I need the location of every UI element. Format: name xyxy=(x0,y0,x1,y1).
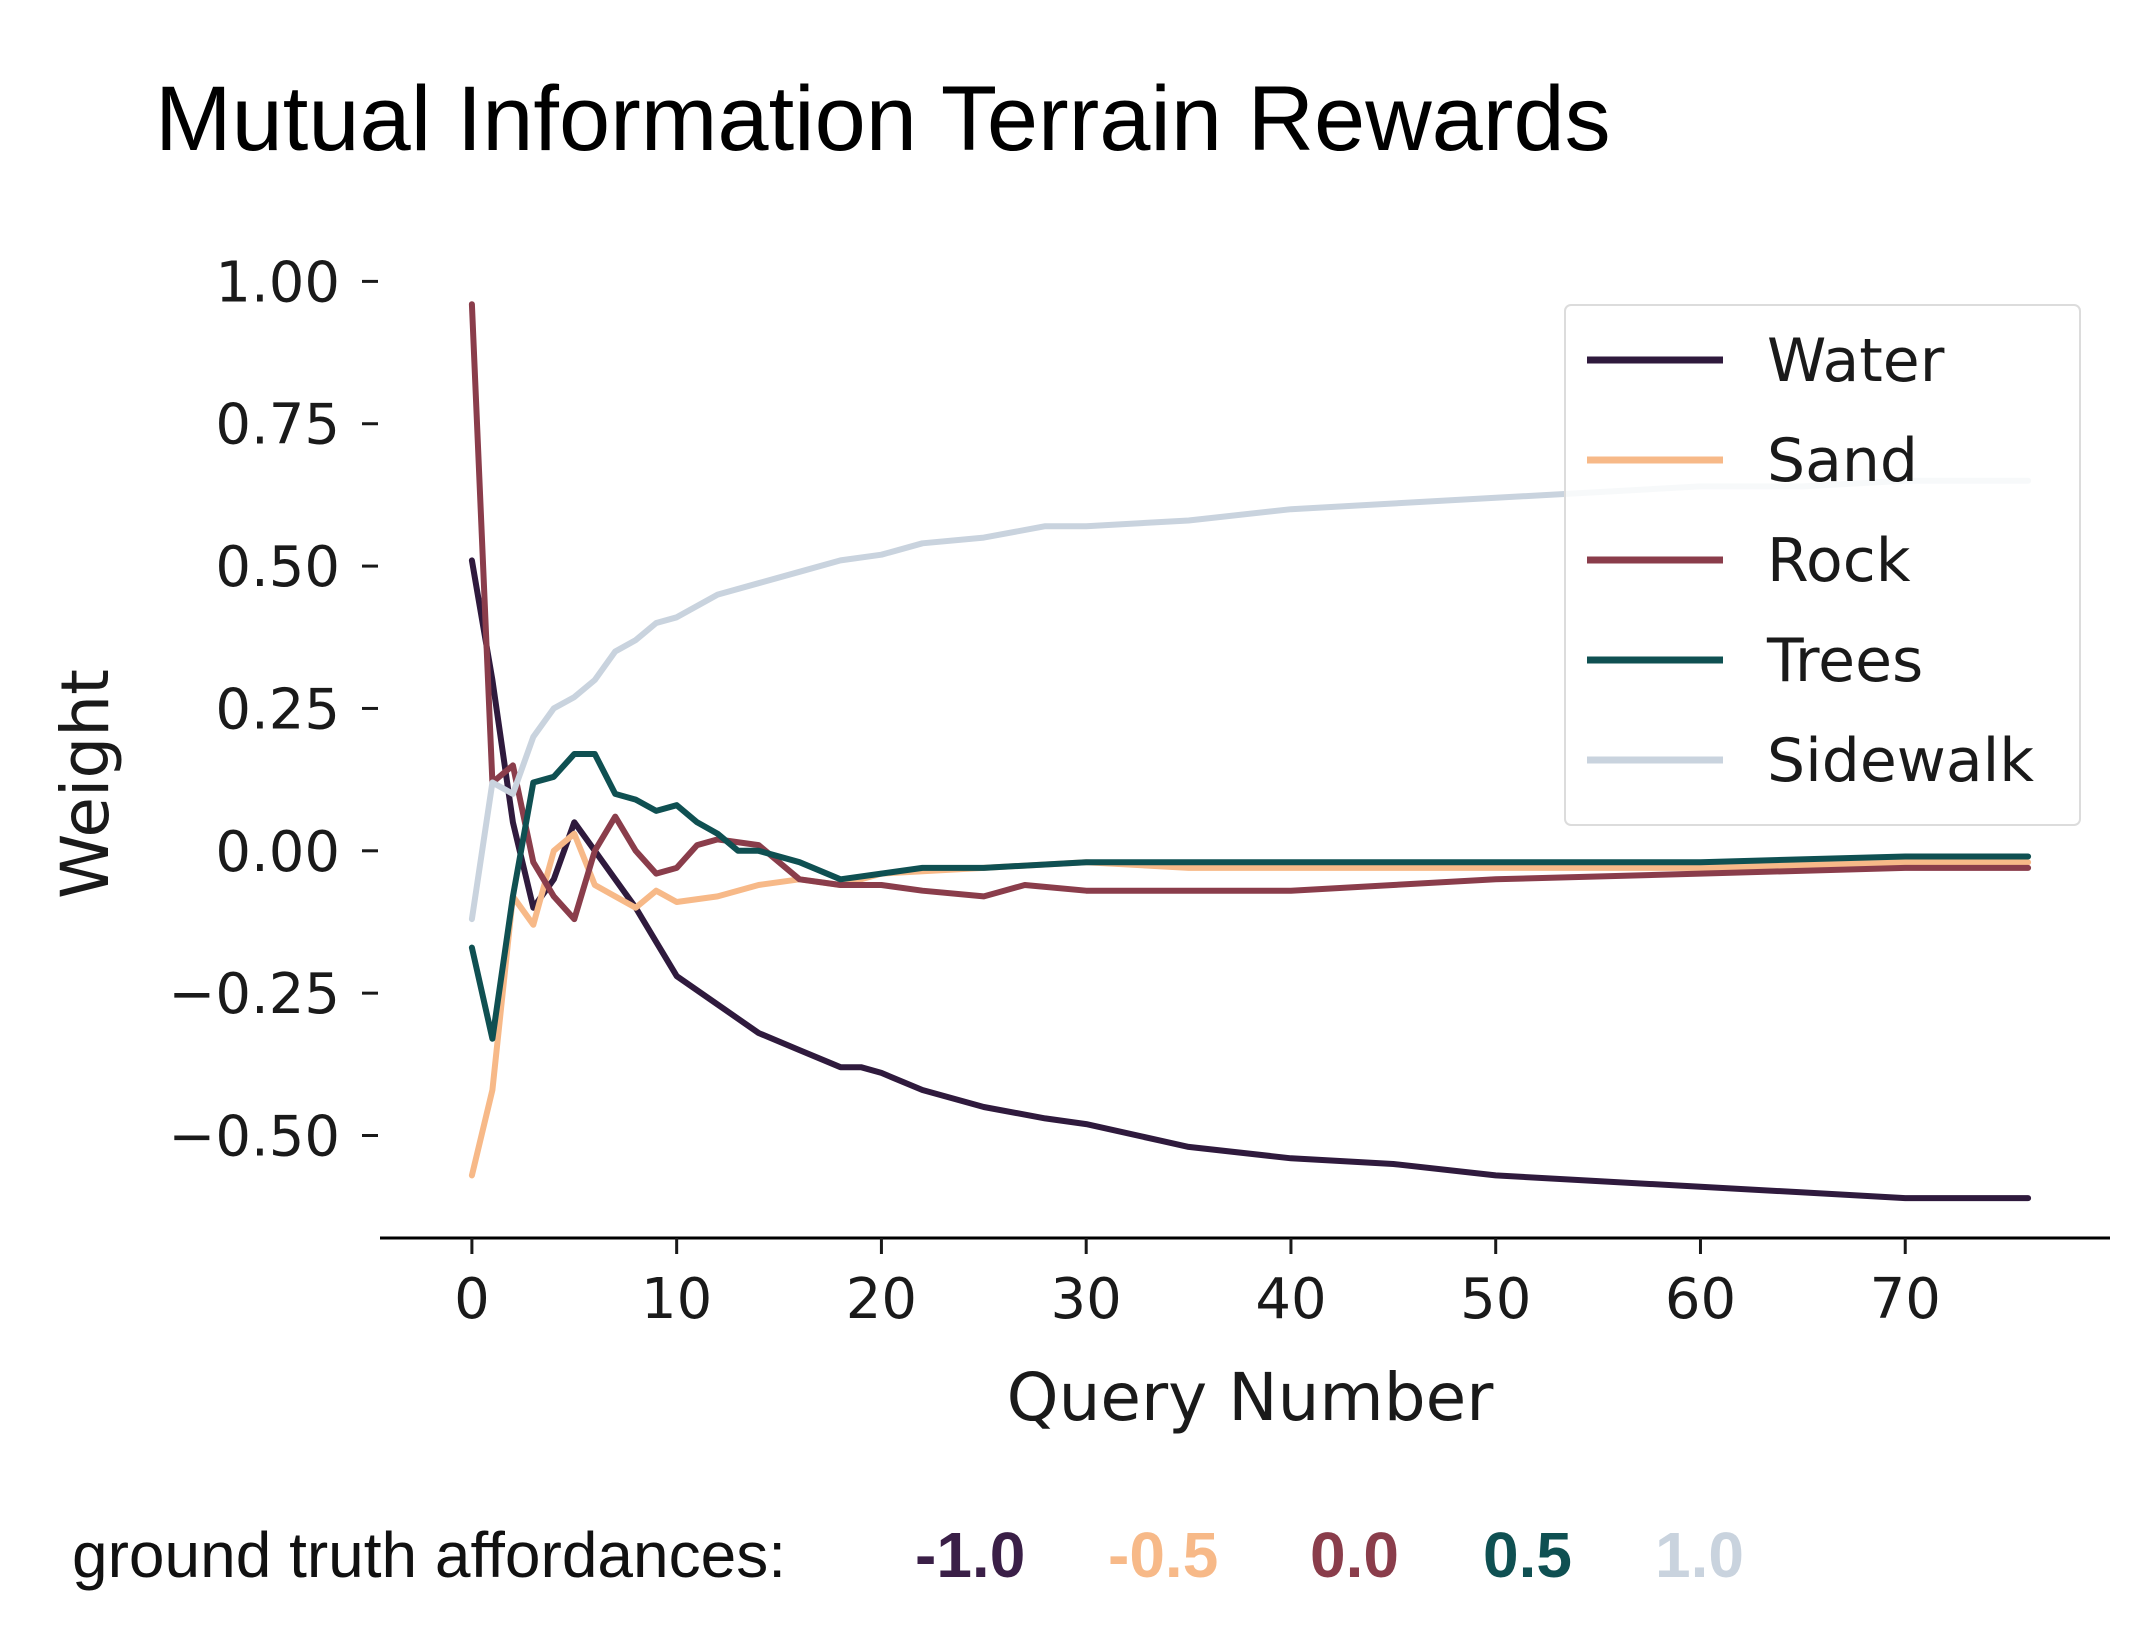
x-tick-label: 70 xyxy=(1870,1267,1941,1332)
x-tick-label: 60 xyxy=(1665,1267,1736,1332)
x-tick-label: 0 xyxy=(454,1267,490,1332)
series-lines xyxy=(468,301,2032,1202)
x-tick-label: 40 xyxy=(1255,1267,1326,1332)
x-tick-label: 10 xyxy=(641,1267,712,1332)
y-tick-label: −0.25 xyxy=(168,962,340,1027)
x-axis-label: Query Number xyxy=(1007,1359,1495,1436)
y-tick-label: −0.50 xyxy=(168,1105,340,1170)
y-tick-label: 0.50 xyxy=(215,535,340,600)
series-line-sidewalk xyxy=(468,477,2032,923)
legend-label-rock: Rock xyxy=(1767,526,1911,596)
footer-value: 1.0 xyxy=(1655,1519,1744,1591)
ground-truth-footer: ground truth affordances: -1.0 -0.5 0.0 0.5… xyxy=(72,1519,1744,1591)
legend-label-sand: Sand xyxy=(1767,426,1918,496)
y-tick-label: 0.25 xyxy=(215,677,340,742)
x-axis-ticks: 0 10 20 30 40 50 60 70 xyxy=(454,1238,1941,1332)
legend-frame xyxy=(1564,304,2081,826)
legend-label-trees: Trees xyxy=(1766,626,1923,696)
x-tick-label: 30 xyxy=(1051,1267,1122,1332)
y-tick-label: 1.00 xyxy=(215,250,340,315)
legend: Water Sand Rock Trees Sidewalk xyxy=(1564,304,2081,826)
x-tick-label: 50 xyxy=(1460,1267,1531,1332)
footer-value: -0.5 xyxy=(1108,1519,1218,1591)
chart-title: Mutual Information Terrain Rewards xyxy=(155,68,1611,170)
footer-value: -1.0 xyxy=(915,1519,1025,1591)
x-tick-label: 20 xyxy=(846,1267,917,1332)
series-line-water xyxy=(468,557,2032,1202)
y-tick-label: 0.00 xyxy=(215,820,340,885)
footer-value: 0.0 xyxy=(1310,1519,1399,1591)
footer-value: 0.5 xyxy=(1483,1519,1572,1591)
series-line-sand xyxy=(468,830,2032,1179)
y-axis-label: Weight xyxy=(47,669,124,899)
legend-label-water: Water xyxy=(1767,326,1945,396)
legend-label-sidewalk: Sidewalk xyxy=(1767,726,2034,796)
series-line-trees xyxy=(468,751,2032,1042)
series-line-rock xyxy=(468,301,2032,923)
y-axis-ticks: 1.00 0.75 0.50 0.25 0.00 −0.25 −0.50 xyxy=(168,250,378,1170)
y-tick-label: 0.75 xyxy=(215,393,340,458)
footer-label: ground truth affordances: xyxy=(72,1519,786,1591)
